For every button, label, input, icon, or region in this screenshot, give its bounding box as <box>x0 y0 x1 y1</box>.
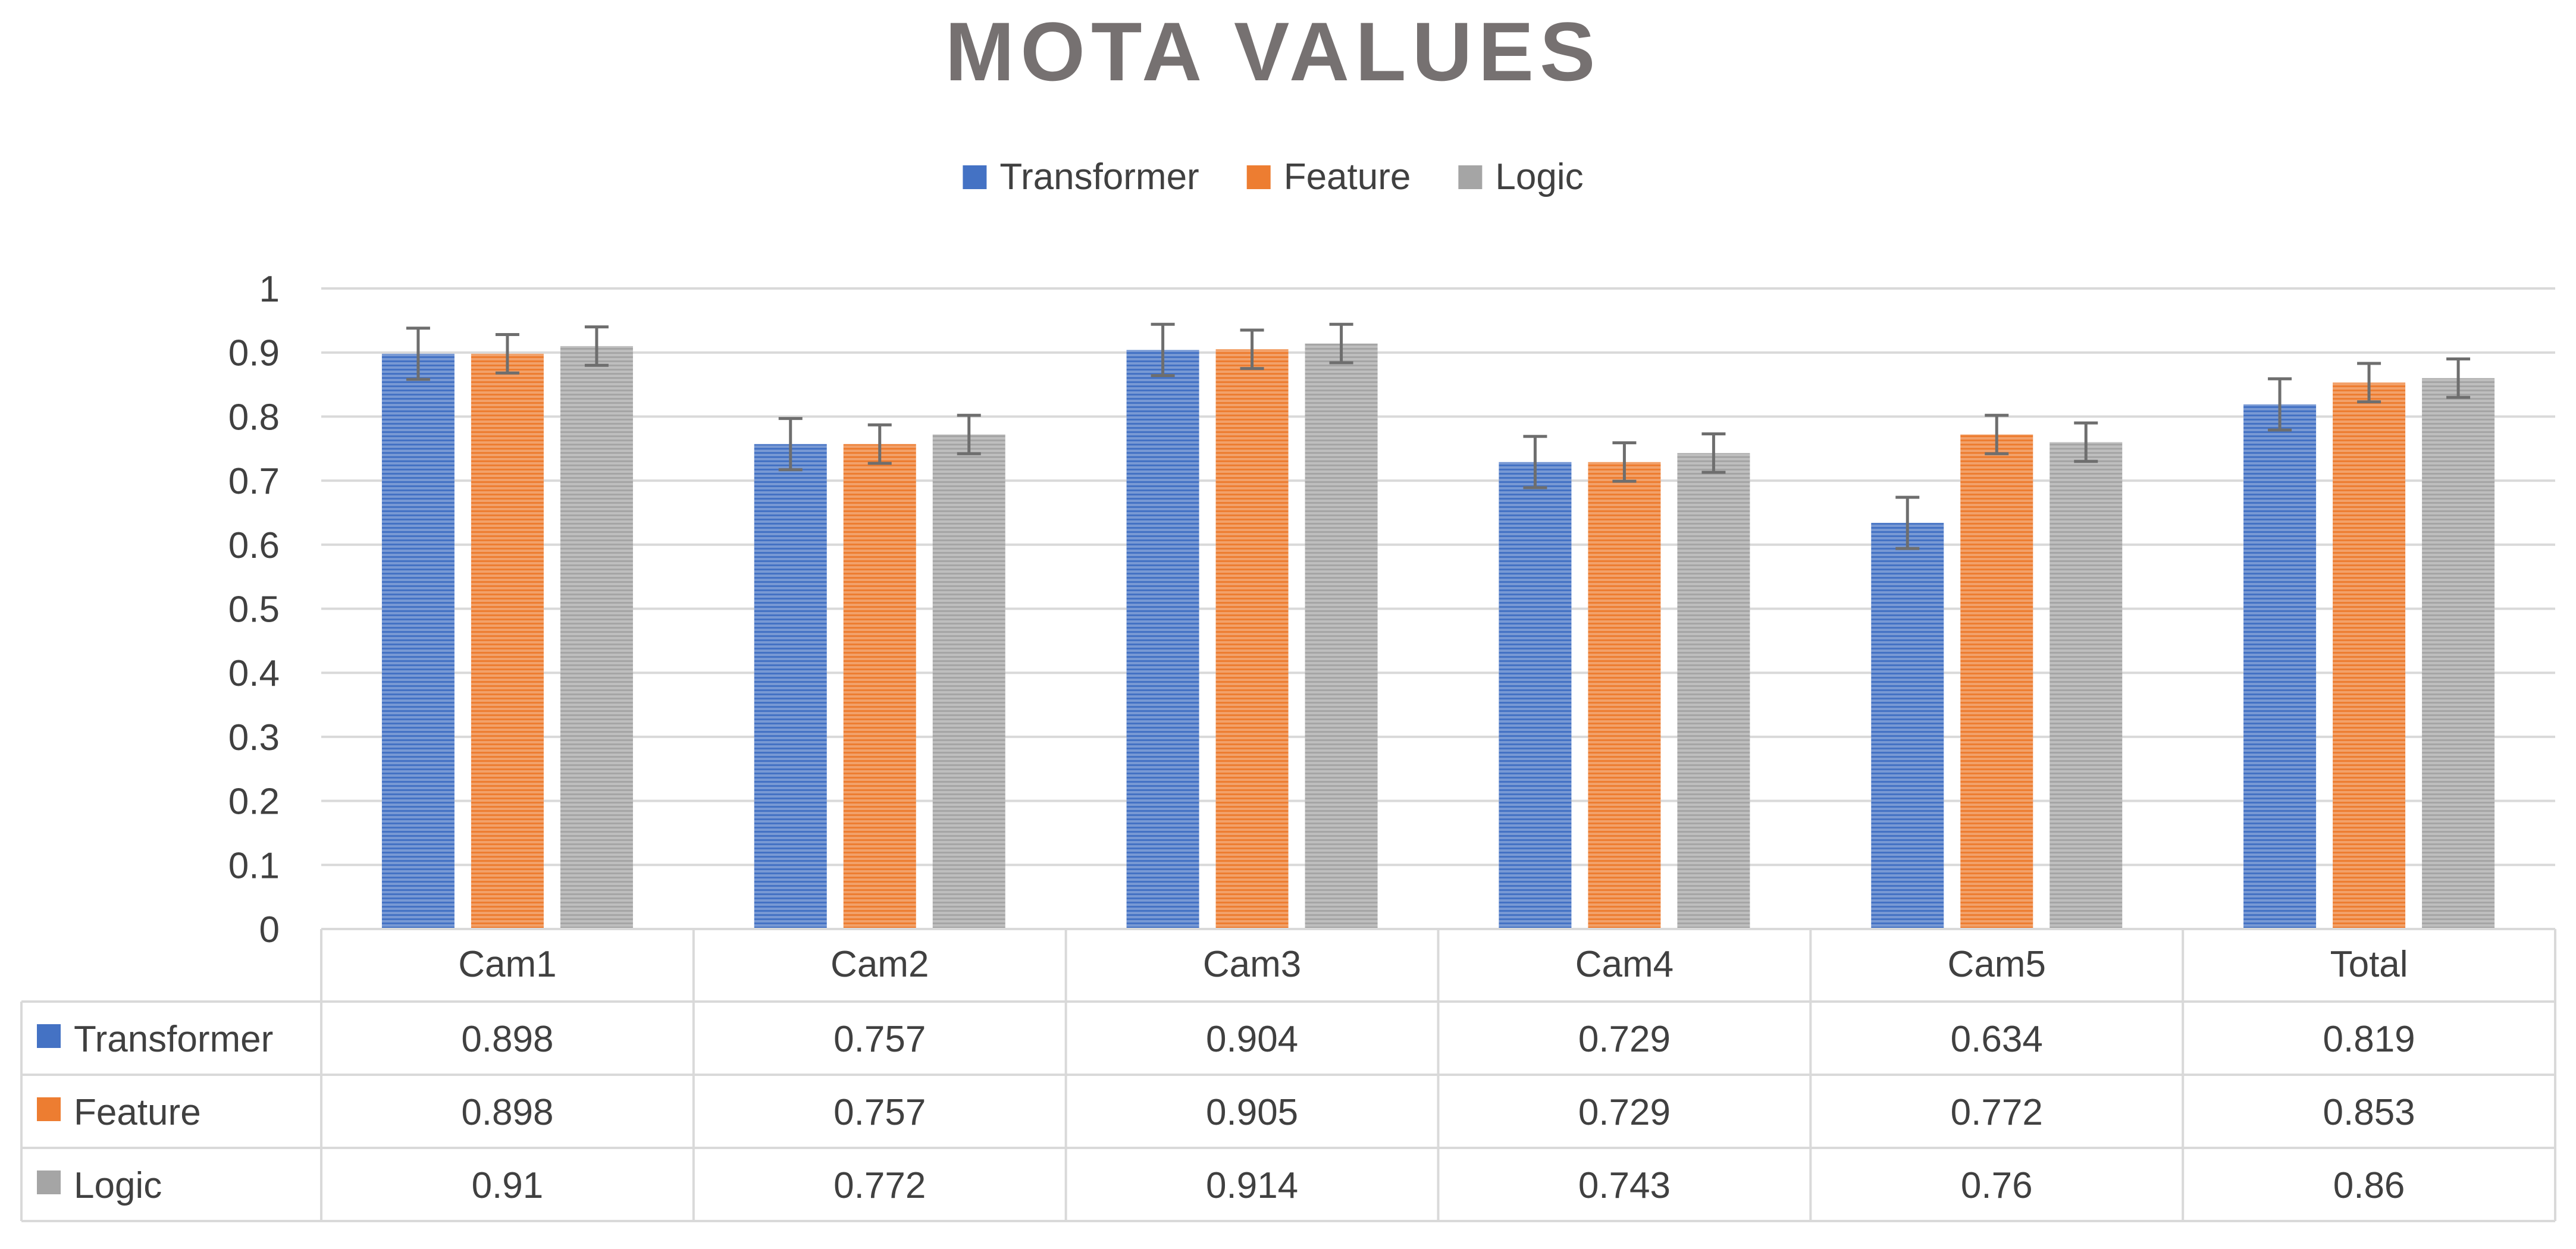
x-tick-label: Cam2 <box>831 944 929 985</box>
bar-texture <box>932 434 1005 929</box>
y-tick-label: 0.1 <box>228 845 280 886</box>
y-axis-ticks: 0 0.1 0.2 0.3 0.4 0.5 0.6 0.7 0.8 0.9 1 <box>228 269 280 950</box>
bar-texture <box>1677 453 1750 929</box>
bar-texture <box>843 444 916 929</box>
table-cell: 0.898 <box>461 1092 553 1133</box>
gridlines <box>321 287 2555 930</box>
table-cell: 0.853 <box>2323 1092 2415 1133</box>
bar-texture <box>1871 523 1944 929</box>
bar-texture <box>2243 404 2317 929</box>
table-cell: 0.904 <box>1206 1019 1298 1060</box>
table-legend-key <box>37 1024 61 1048</box>
table-cell: 0.757 <box>833 1019 926 1060</box>
y-tick-label: 0.3 <box>228 717 280 758</box>
table-row-label: Logic <box>74 1165 162 1206</box>
data-table: Cam1 Cam2 Cam3 Cam4 Cam5 Total Transformer 0.89… <box>20 928 2556 1222</box>
y-tick-label: 0.2 <box>228 782 280 823</box>
bar-texture <box>1588 462 1661 929</box>
y-tick-label: 0.4 <box>228 653 280 694</box>
x-tick-label: Cam3 <box>1203 944 1301 985</box>
legend: Transformer Feature Logic <box>963 156 1584 197</box>
table-cell: 0.91 <box>472 1165 544 1206</box>
bar-texture <box>381 353 455 929</box>
x-tick-label: Cam5 <box>1948 944 2046 985</box>
table-cell: 0.76 <box>1961 1165 2033 1206</box>
table-cell: 0.729 <box>1578 1092 1671 1133</box>
y-tick-label: 0.7 <box>228 461 280 502</box>
bar-texture <box>1960 434 2033 929</box>
bar-texture <box>1305 343 1378 929</box>
table-cell: 0.914 <box>1206 1165 1298 1206</box>
bars-group <box>381 322 2495 929</box>
table-row-label: Transformer <box>74 1019 273 1060</box>
legend-swatch <box>1458 165 1483 189</box>
y-tick-label: 0 <box>259 909 280 950</box>
table-cell: 0.819 <box>2323 1019 2415 1060</box>
bar-texture <box>560 346 633 929</box>
bar-texture <box>2422 378 2495 929</box>
legend-swatch <box>963 165 987 189</box>
table-cell: 0.743 <box>1578 1165 1671 1206</box>
table-cell: 0.729 <box>1578 1019 1671 1060</box>
table-cell: 0.898 <box>461 1019 553 1060</box>
table-cell: 0.757 <box>833 1092 926 1133</box>
legend-label: Logic <box>1495 156 1583 197</box>
table-cell: 0.634 <box>1951 1019 2043 1060</box>
bar-texture <box>1499 462 1572 929</box>
legend-label: Feature <box>1284 156 1411 197</box>
x-tick-label: Total <box>2330 944 2408 985</box>
bar-texture <box>1126 350 1199 929</box>
table-cell: 0.772 <box>833 1165 926 1206</box>
bar-texture <box>754 444 827 929</box>
bar-texture <box>471 353 544 929</box>
chart-title: MOTA VALUES <box>945 5 1602 98</box>
y-tick-label: 0.6 <box>228 525 280 566</box>
bar-texture <box>1215 349 1289 929</box>
table-row-label: Feature <box>74 1092 201 1133</box>
x-tick-label: Cam1 <box>458 944 556 985</box>
table-cell: 0.86 <box>2333 1165 2405 1206</box>
legend-swatch <box>1246 165 1271 189</box>
y-tick-label: 0.5 <box>228 589 280 630</box>
bar-texture <box>2333 382 2406 929</box>
y-tick-label: 1 <box>259 269 280 310</box>
bar-texture <box>2049 442 2123 929</box>
table-legend-key <box>37 1097 61 1121</box>
y-tick-label: 0.9 <box>228 333 280 374</box>
y-tick-label: 0.8 <box>228 397 280 438</box>
x-tick-label: Cam4 <box>1575 944 1674 985</box>
table-legend-key <box>37 1170 61 1194</box>
table-cell: 0.905 <box>1206 1092 1298 1133</box>
legend-label: Transformer <box>999 156 1199 197</box>
table-cell: 0.772 <box>1951 1092 2043 1133</box>
